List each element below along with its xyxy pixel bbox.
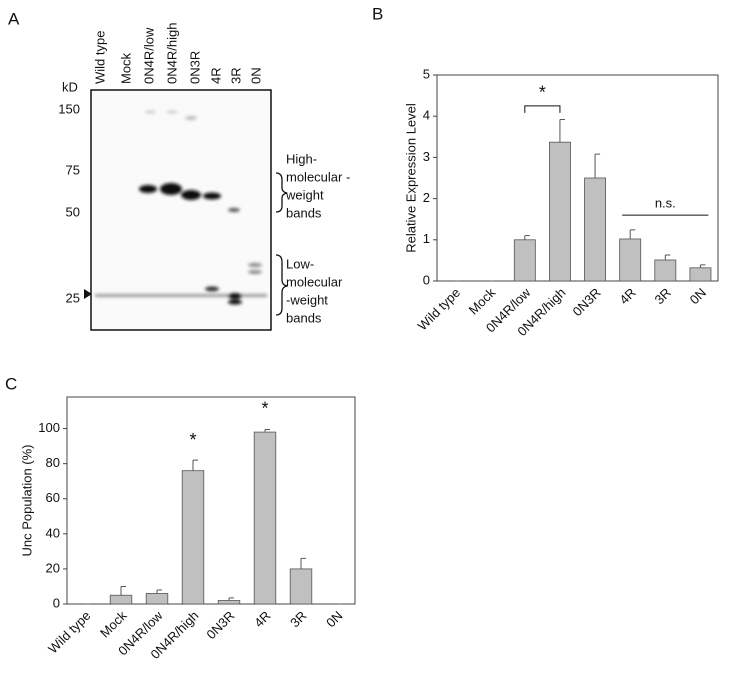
lane-label: 4R (208, 67, 223, 84)
x-tick-label: Wild type (415, 285, 463, 333)
error-bar (300, 557, 306, 569)
y-tick-label: 100 (38, 420, 60, 435)
marker-label: 75 (66, 162, 80, 177)
error-bar (699, 264, 706, 268)
x-tick-label: 0N3R (569, 285, 603, 319)
x-tick-label: 3R (287, 608, 309, 630)
error-bar (120, 585, 126, 596)
error-bar (594, 153, 601, 178)
bar (217, 600, 241, 605)
blot (84, 89, 288, 331)
error-bar (156, 589, 162, 594)
bar (109, 594, 133, 605)
bar (145, 593, 169, 605)
band-label: molecular (286, 274, 343, 289)
x-tick-label: 0N3R (203, 608, 237, 642)
bar (584, 177, 607, 282)
bar (253, 431, 277, 605)
lane-label: Mock (118, 52, 133, 84)
blot-unit: kD (62, 79, 78, 94)
y-tick-label: 80 (46, 455, 60, 470)
x-tick-label: Mock (466, 285, 499, 318)
y-tick-label: 4 (423, 108, 430, 123)
x-tick-label: Mock (97, 608, 130, 641)
band-label: -weight (286, 292, 328, 307)
y-tick-label: 0 (423, 272, 430, 287)
y-tick-label: 1 (423, 231, 430, 246)
error-bar (192, 459, 198, 471)
x-tick-label: 4R (251, 608, 273, 630)
annotation: n.s. (655, 196, 676, 211)
x-tick-label: 3R (652, 285, 674, 307)
error-bar (559, 118, 565, 143)
y-tick-label: 5 (423, 66, 430, 81)
annotation: * (539, 83, 546, 103)
lane-label: 0N (248, 67, 263, 84)
band-label: weight (285, 187, 324, 202)
lane-label: Wild type (92, 31, 107, 84)
x-tick-label: 0N (323, 608, 345, 630)
error-bar (629, 229, 636, 239)
bar (689, 267, 712, 282)
marker-label: 50 (66, 204, 80, 219)
band-label: bands (286, 310, 322, 325)
error-bar (664, 254, 671, 260)
plot-frame (436, 74, 719, 282)
panel-label: C (5, 374, 17, 393)
lane-label: 0N4R/high (164, 23, 179, 84)
bar (181, 470, 205, 605)
lane-label: 3R (228, 67, 243, 84)
error-bar (524, 235, 530, 240)
y-tick-label: 40 (46, 525, 60, 540)
bar (549, 141, 571, 282)
y-tick-label: 2 (423, 190, 430, 205)
annotation: * (189, 430, 196, 450)
marker-label: 25 (66, 290, 80, 305)
y-axis-label: Relative Expression Level (403, 103, 418, 253)
y-tick-label: 0 (53, 595, 60, 610)
panel-label: A (8, 9, 20, 28)
plot-frame (66, 396, 356, 605)
x-tick-label: 0N (687, 285, 709, 307)
y-axis-label: Unc Population (%) (19, 445, 34, 557)
error-bar (228, 597, 234, 601)
x-tick-label: Wild type (45, 608, 93, 656)
bar (513, 239, 536, 282)
bar (619, 238, 642, 282)
band-label: molecular - (286, 169, 350, 184)
y-tick-label: 20 (46, 560, 60, 575)
annotation: * (261, 398, 268, 418)
panel-label: B (372, 4, 383, 23)
y-tick-label: 60 (46, 490, 60, 505)
lane-label: 0N3R (187, 51, 202, 84)
bar (289, 568, 313, 605)
marker-label: 150 (58, 101, 80, 116)
band-label: Low- (286, 256, 314, 271)
band-label: bands (286, 205, 322, 220)
error-bar (264, 428, 270, 433)
y-tick-label: 3 (423, 149, 430, 164)
lane-label: 0N4R/low (141, 27, 156, 84)
band-label: High- (286, 151, 317, 166)
x-tick-label: 4R (616, 285, 638, 307)
bracket (524, 105, 561, 113)
bar (654, 259, 677, 282)
